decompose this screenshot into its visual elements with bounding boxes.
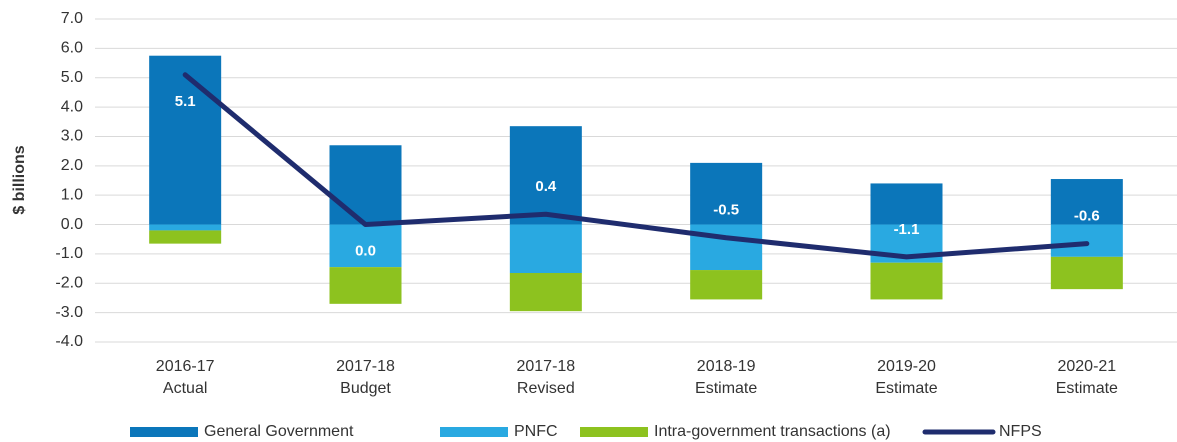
x-tick-line: 2020-21 [1057, 358, 1116, 375]
bar [329, 267, 402, 304]
x-tick-line: 2019-20 [877, 358, 936, 375]
data-label: 5.1 [175, 93, 196, 110]
x-tick-line: 2017-18 [336, 358, 395, 375]
bar [690, 224, 763, 271]
data-label: -0.6 [1074, 208, 1100, 225]
x-tick-line: Estimate [1056, 380, 1118, 397]
bar [329, 224, 402, 268]
data-label: -0.5 [713, 202, 739, 219]
x-tick-line: Budget [340, 380, 391, 397]
x-tick-line: Actual [163, 380, 207, 397]
bar [1050, 256, 1123, 290]
y-tick-label: 6.0 [61, 40, 83, 57]
bar [149, 55, 222, 225]
bar [870, 183, 943, 225]
x-tick-line: Estimate [695, 380, 757, 397]
legend-swatch [580, 427, 648, 437]
y-tick-label: -1.0 [55, 245, 83, 262]
y-tick-label: -2.0 [55, 274, 83, 291]
bar [870, 262, 943, 300]
legend-label: PNFC [514, 423, 558, 440]
x-tick-line: Estimate [875, 380, 937, 397]
bar [149, 230, 222, 244]
bar [690, 162, 763, 225]
legend-label: NFPS [999, 423, 1042, 440]
y-tick-label: 4.0 [61, 98, 83, 115]
bar [329, 145, 402, 225]
data-label: 0.4 [535, 178, 557, 195]
legend-swatch [130, 427, 198, 437]
x-tick-line: Revised [517, 380, 575, 397]
x-tick-line: 2017-18 [516, 358, 575, 375]
bar [509, 126, 582, 225]
line [182, 72, 1090, 260]
bar [149, 224, 222, 231]
bar [1050, 179, 1123, 225]
x-tick-label: 2019-20 Estimate [875, 358, 937, 397]
legend-label: Intra-government transactions (a) [654, 423, 891, 440]
y-tick-label: -4.0 [55, 333, 83, 350]
x-tick-label: 2016-17 Actual [156, 358, 215, 397]
y-tick-label: 3.0 [61, 128, 83, 145]
y-tick-label: 5.0 [61, 69, 83, 86]
y-tick-label: 7.0 [61, 10, 83, 27]
y-tick-label: 1.0 [61, 186, 83, 203]
y-axis-title: $ billions [11, 145, 28, 214]
bar [509, 272, 582, 312]
x-tick-line: 2016-17 [156, 358, 215, 375]
y-tick-label: -3.0 [55, 304, 83, 321]
legend-swatch [440, 427, 508, 437]
bar [690, 270, 763, 300]
data-label: -1.1 [894, 221, 920, 238]
x-tick-label: 2018-19 Estimate [695, 358, 757, 397]
y-tick-label: 0.0 [61, 216, 83, 233]
data-label: 0.0 [355, 243, 376, 260]
bar [1050, 224, 1123, 257]
bar [509, 224, 582, 273]
x-tick-line: 2018-19 [697, 358, 756, 375]
y-tick-label: 2.0 [61, 157, 83, 174]
x-tick-label: 2017-18 Budget [336, 358, 395, 397]
x-tick-label: 2020-21 Estimate [1056, 358, 1118, 397]
x-tick-label: 2017-18 Revised [516, 358, 575, 397]
legend-label: General Government [204, 423, 354, 440]
